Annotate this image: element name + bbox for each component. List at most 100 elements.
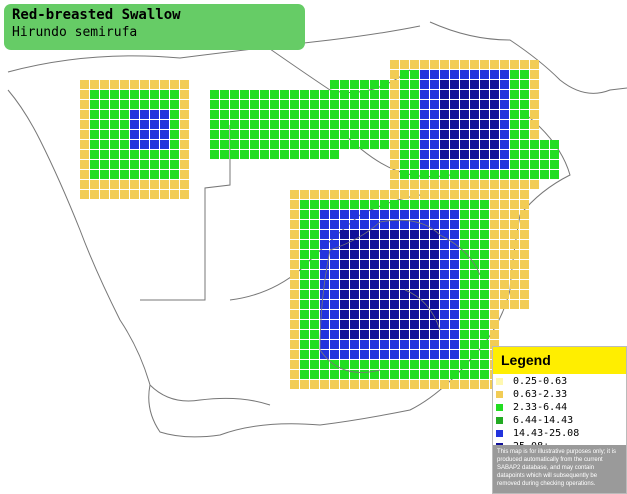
- range-cell: [360, 140, 369, 149]
- legend-swatch: [496, 404, 503, 411]
- range-cell: [310, 350, 319, 359]
- range-cell: [520, 100, 529, 109]
- range-cell: [410, 280, 419, 289]
- range-cell: [370, 330, 379, 339]
- range-cell: [400, 260, 409, 269]
- range-cell: [390, 120, 399, 129]
- range-cell: [520, 270, 529, 279]
- range-cell: [480, 70, 489, 79]
- range-cell: [420, 130, 429, 139]
- range-cell: [430, 200, 439, 209]
- range-cell: [110, 180, 119, 189]
- range-cell: [340, 120, 349, 129]
- range-cell: [480, 330, 489, 339]
- range-cell: [490, 60, 499, 69]
- range-cell: [480, 190, 489, 199]
- range-cell: [150, 140, 159, 149]
- legend-swatch: [496, 430, 503, 437]
- range-cell: [520, 260, 529, 269]
- range-cell: [310, 290, 319, 299]
- range-cell: [470, 180, 479, 189]
- range-cell: [440, 140, 449, 149]
- range-cell: [350, 120, 359, 129]
- legend-label: 0.25-0.63: [513, 376, 568, 387]
- range-cell: [350, 260, 359, 269]
- range-cell: [240, 100, 249, 109]
- range-cell: [330, 200, 339, 209]
- range-cell: [410, 220, 419, 229]
- range-cell: [520, 250, 529, 259]
- range-cell: [360, 270, 369, 279]
- range-cell: [430, 70, 439, 79]
- range-cell: [90, 100, 99, 109]
- range-cell: [250, 120, 259, 129]
- western-cape-coast: [149, 384, 271, 406]
- range-cell: [370, 310, 379, 319]
- range-cell: [170, 140, 179, 149]
- range-cell: [260, 90, 269, 99]
- range-cell: [450, 360, 459, 369]
- range-cell: [160, 190, 169, 199]
- range-cell: [440, 270, 449, 279]
- range-cell: [430, 330, 439, 339]
- range-cell: [330, 260, 339, 269]
- range-cell: [150, 190, 159, 199]
- range-cell: [230, 120, 239, 129]
- range-cell: [440, 130, 449, 139]
- range-cell: [390, 360, 399, 369]
- range-cell: [450, 100, 459, 109]
- range-cell: [360, 110, 369, 119]
- range-cell: [230, 140, 239, 149]
- range-cell: [180, 80, 189, 89]
- range-cell: [410, 230, 419, 239]
- range-cell: [460, 150, 469, 159]
- range-cell: [370, 380, 379, 389]
- range-cell: [440, 190, 449, 199]
- range-cell: [500, 200, 509, 209]
- range-cell: [220, 150, 229, 159]
- range-cell: [530, 100, 539, 109]
- range-cell: [370, 210, 379, 219]
- range-cell: [410, 80, 419, 89]
- range-cell: [510, 170, 519, 179]
- range-cell: [430, 100, 439, 109]
- range-cell: [370, 190, 379, 199]
- range-cell: [290, 290, 299, 299]
- range-cell: [350, 380, 359, 389]
- range-cell: [320, 360, 329, 369]
- range-cell: [130, 100, 139, 109]
- range-cell: [360, 370, 369, 379]
- range-cell: [520, 300, 529, 309]
- legend-swatch: [496, 378, 503, 385]
- range-cell: [360, 290, 369, 299]
- range-cell: [500, 270, 509, 279]
- internal-borders: [319, 219, 481, 373]
- range-cell: [490, 210, 499, 219]
- range-cell: [500, 300, 509, 309]
- range-cell: [180, 140, 189, 149]
- range-cell: [300, 320, 309, 329]
- range-cell: [320, 260, 329, 269]
- range-cell: [480, 160, 489, 169]
- range-cell: [450, 380, 459, 389]
- range-cell: [340, 360, 349, 369]
- range-cell: [300, 240, 309, 249]
- range-cell: [480, 230, 489, 239]
- range-cell: [490, 120, 499, 129]
- range-cell: [290, 110, 299, 119]
- range-cell: [310, 240, 319, 249]
- range-cell: [420, 120, 429, 129]
- range-cell: [170, 100, 179, 109]
- range-cell: [440, 310, 449, 319]
- range-cell: [110, 80, 119, 89]
- range-cell: [430, 240, 439, 249]
- range-cell: [80, 160, 89, 169]
- range-cell: [400, 370, 409, 379]
- range-cell: [330, 270, 339, 279]
- range-cell: [360, 260, 369, 269]
- range-cell: [110, 160, 119, 169]
- species-scientific-name: Hirundo semirufa: [12, 25, 138, 40]
- range-cell: [100, 190, 109, 199]
- range-cell: [320, 370, 329, 379]
